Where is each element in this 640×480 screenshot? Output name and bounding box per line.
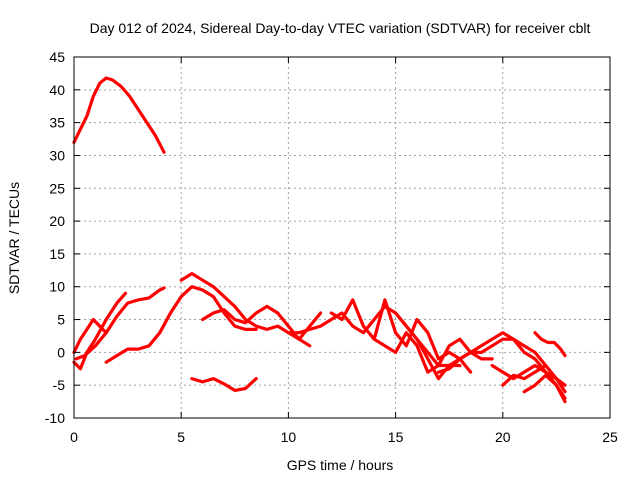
series-trace-7	[201, 304, 312, 348]
series-trace-5	[104, 285, 258, 364]
y-tick-label: 40	[49, 82, 65, 98]
series-trace-14	[490, 363, 567, 387]
x-tick-label: 15	[388, 429, 404, 445]
series-trace-9	[286, 304, 462, 381]
plot-border	[73, 56, 611, 419]
y-tick-label: 35	[49, 115, 65, 131]
series-trace-12	[394, 311, 567, 400]
grid-lines	[74, 57, 610, 418]
y-tick-label: 30	[49, 147, 65, 163]
x-axis-label: GPS time / hours	[287, 457, 394, 473]
series-trace-16	[522, 373, 567, 404]
x-tick-label: 10	[281, 429, 297, 445]
y-axis-label: SDTVAR / TECUs	[6, 182, 22, 294]
series-layer	[72, 76, 567, 404]
x-tick-label: 25	[602, 429, 618, 445]
series-trace-4	[74, 286, 166, 361]
y-tick-label: 15	[49, 246, 65, 262]
y-tick-label: 45	[49, 49, 65, 65]
y-tick-label: 5	[57, 312, 65, 328]
series-trace-3	[72, 291, 128, 371]
series-trace-17	[533, 331, 567, 358]
series-trace-15	[501, 363, 548, 387]
series-trace-1	[72, 76, 166, 154]
y-tick-label: 0	[57, 344, 65, 360]
x-tick-label: 5	[177, 429, 185, 445]
y-tick-label: 20	[49, 213, 65, 229]
y-tick-label: -5	[53, 377, 66, 393]
x-axis: 0 5 10 15 20 25	[70, 57, 618, 445]
x-tick-label: 0	[70, 429, 78, 445]
y-tick-label: 10	[49, 279, 65, 295]
series-trace-8	[190, 377, 258, 392]
chart-title: Day 012 of 2024, Sidereal Day-to-day VTE…	[90, 20, 591, 36]
y-tick-label: -10	[45, 410, 65, 426]
y-tick-label: 25	[49, 180, 65, 196]
y-axis: -10 -5 0 5 10 15 20 25 30 35 40 45	[45, 49, 610, 426]
series-trace-10	[329, 298, 473, 374]
x-tick-label: 20	[495, 429, 511, 445]
